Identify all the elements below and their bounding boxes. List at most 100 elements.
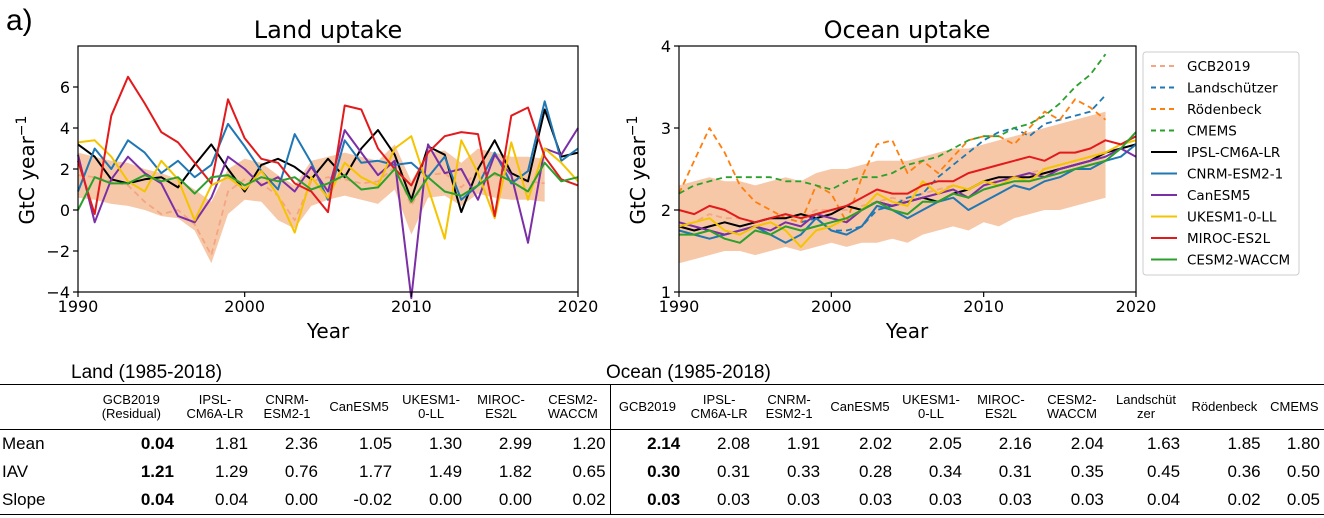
land-y-tick-label: 4: [60, 119, 70, 138]
table-cell: 2.04: [1070, 434, 1104, 453]
table-cell: 1.29: [214, 462, 249, 481]
table-cell: 0.03: [1035, 486, 1108, 515]
legend-label-landsch-tzer: Landschützer: [1187, 81, 1278, 97]
ocean-gcb-uncertainty-band: [679, 111, 1106, 264]
land-series-cesm2-waccm: [77, 161, 579, 211]
table-cell: 0.03: [610, 486, 685, 515]
ocean-y-tick-label: 1: [661, 283, 671, 302]
table-cell: 2.16: [998, 434, 1032, 453]
ocean-y-tick-label: 4: [661, 37, 671, 56]
ocean-y-tick-label: 2: [661, 201, 671, 220]
table-cell: 1.82: [498, 462, 532, 481]
table-cell: 1.77: [359, 462, 393, 481]
column-header: CNRM- ESM2-1: [754, 384, 825, 430]
ocean-y-tick-label: 3: [661, 119, 671, 138]
table-cell: 1.85: [1227, 434, 1261, 453]
column-header: CanESM5: [824, 384, 897, 430]
table-cell: 0.31: [717, 462, 751, 481]
land-y-tick-label: 0: [60, 201, 70, 220]
table-cell: 0.03: [965, 486, 1036, 515]
table-row: Mean 0.04 1.81 2.36 1.05 1.30 2.99 1.20 2.14 2.08…: [0, 429, 1324, 458]
land-series-ukesm1-0-ll: [77, 135, 579, 240]
land-series-cnrm-esm2-1: [77, 100, 579, 201]
ocean-series-r-denbeck-dashed: [678, 98, 1107, 224]
legend-label-miroc-es2l: MIROC-ES2L: [1187, 231, 1271, 247]
land-y-axis-label-sup: −1: [14, 116, 30, 137]
table-cell: 0.33: [786, 462, 821, 481]
ocean-y-axis-label: GtC year−1: [625, 116, 650, 225]
legend-label-cesm2-waccm: CESM2-WACCM: [1187, 253, 1290, 269]
land-y-tick-label: 2: [60, 160, 70, 179]
land-x-tick-label: 2000: [224, 297, 265, 316]
ocean-y-axis-label-text: GtC year: [626, 135, 650, 224]
table-cell: 1.05: [359, 434, 393, 453]
table-cell: 1.49: [428, 462, 463, 481]
header-row-label-cell: [0, 384, 85, 430]
legend-label-cnrm-esm2-1: CNRM-ESM2-1: [1187, 167, 1283, 183]
ocean-series-landsch-tzer-dashed: [800, 94, 1107, 232]
column-header: UKESM1- 0-LL: [396, 384, 467, 430]
table-body: Mean 0.04 1.81 2.36 1.05 1.30 2.99 1.20 2.14 2.08…: [0, 429, 1324, 515]
ocean-plot-area: 1990 2000 2010 2020 1 2 3 4: [659, 37, 1157, 316]
table-cell: 0.04: [140, 434, 174, 453]
ocean-chart: Ocean uptake 1990 2000 2010 2020 1 2 3 4 Year G…: [625, 16, 1156, 343]
column-header: Landschüt zer: [1107, 384, 1185, 430]
land-x-axis-label: Year: [306, 319, 350, 343]
table-cell: 0.35: [1070, 462, 1104, 481]
table-row: IAV 1.21 1.29 0.76 1.77 1.49 1.82 0.65 0.30 0.31 0…: [0, 458, 1324, 486]
legend-label-cmems: CMEMS: [1187, 124, 1237, 140]
table-cell: 0.03: [896, 486, 966, 515]
table-cell: 2.02: [858, 434, 893, 453]
table-cell: 0.04: [1107, 486, 1185, 515]
column-header: IPSL- CM6A-LR: [177, 384, 253, 430]
ocean-x-axis-label: Year: [885, 319, 929, 343]
ocean-x-tick-label: 2000: [811, 297, 852, 316]
table-cell: 0.65: [535, 458, 611, 486]
table-cell: -0.02: [321, 486, 397, 515]
ocean-axes-frame: [678, 45, 1137, 293]
table-cell: 0.34: [928, 462, 962, 481]
ocean-x-tick-label: 2010: [963, 297, 1004, 316]
column-header: CNRM- ESM2-1: [252, 384, 322, 430]
table-cell: 0.02: [535, 486, 611, 515]
column-header: CESM2- WACCM: [1035, 384, 1108, 430]
table-cell: 0.03: [824, 486, 897, 515]
table-cell: 2.14: [647, 434, 681, 453]
table-cell: 0.36: [1227, 462, 1261, 481]
table-cell: 2.08: [717, 434, 751, 453]
column-header: UKESM1- 0-LL: [896, 384, 966, 430]
table-cell: 1.20: [535, 429, 611, 458]
land-y-axis-label-text: GtC year: [15, 135, 39, 224]
table-cell: 0.76: [284, 462, 318, 481]
row-label: IAV: [2, 462, 29, 481]
land-x-tick-label: 2010: [391, 297, 432, 316]
charts-canvas: Land uptake 1990 2000 2010 2020 −4 −2 0 2 4 6 Yea…: [14, 16, 1300, 343]
legend-label-ipsl-cm6a-lr: IPSL-CM6A-LR: [1187, 145, 1280, 161]
table-cell: 1.21: [140, 462, 174, 481]
column-header: CanESM5: [321, 384, 397, 430]
row-label: Slope: [0, 486, 85, 515]
table-cell: 0.30: [647, 462, 681, 481]
table-cell: 2.05: [928, 434, 962, 453]
land-series-gcb2019-dashed: [77, 165, 545, 257]
table-cell: 1.63: [1147, 434, 1181, 453]
legend-label-r-denbeck: Rödenbeck: [1187, 102, 1262, 118]
ocean-chart-title: Ocean uptake: [824, 16, 991, 44]
ocean-y-axis-label-sup: −1: [625, 116, 641, 137]
land-series-canesm5: [77, 127, 579, 300]
table-cell: 0.03: [754, 486, 825, 515]
land-x-tick-label: 2020: [558, 297, 599, 316]
ocean-series-ukesm1-0-ll: [678, 139, 1137, 248]
land-plot-area: 1990 2000 2010 2020 −4 −2 0 2 4 6: [46, 45, 599, 316]
ocean-series-cmems-dashed: [678, 53, 1107, 195]
land-chart: Land uptake 1990 2000 2010 2020 −4 −2 0 2 4 6 Yea…: [14, 16, 598, 343]
table-cell: 0.02: [1184, 486, 1265, 515]
ocean-x-tick-label: 2020: [1116, 297, 1157, 316]
table-cell: 1.80: [1286, 434, 1320, 453]
stats-table-grid: GCB2019 (Residual) IPSL- CM6A-LR CNRM- ESM2-1…: [0, 384, 1324, 515]
table-row: Slope 0.04 0.04 0.00 -0.02 0.00 0.00 0.02 0.03 0.…: [0, 486, 1324, 515]
column-header: GCB2019: [610, 384, 685, 430]
table-cell: 0.00: [396, 486, 467, 515]
table-cell: 1.81: [214, 434, 249, 453]
ocean-series-miroc-es2l: [678, 135, 1137, 224]
